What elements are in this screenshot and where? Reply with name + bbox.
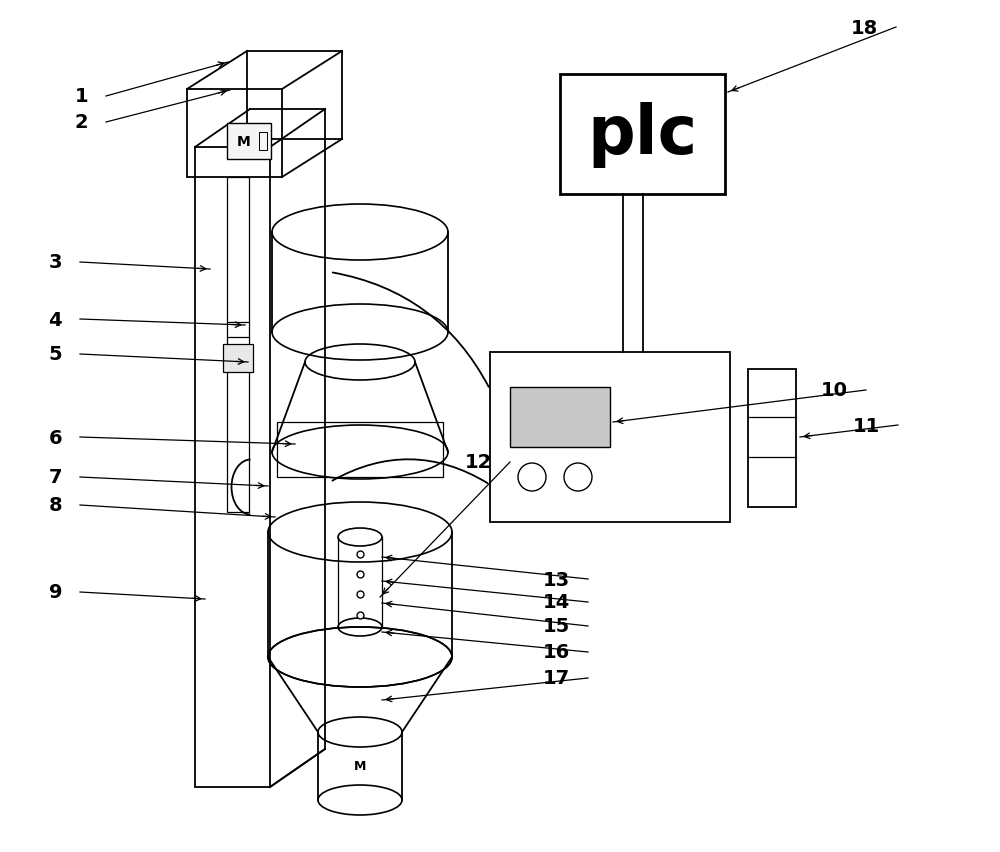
Text: 14: 14 <box>543 593 570 612</box>
Bar <box>560 75 725 195</box>
Text: 17: 17 <box>543 669 570 688</box>
Bar <box>277 423 443 477</box>
Text: 16: 16 <box>543 642 570 662</box>
Bar <box>259 133 267 151</box>
Bar <box>748 370 796 508</box>
Bar <box>226 178 248 512</box>
Text: 1: 1 <box>74 88 88 106</box>
Text: 4: 4 <box>48 310 62 329</box>
Text: M: M <box>354 760 366 773</box>
Text: 6: 6 <box>48 428 62 447</box>
Text: 7: 7 <box>48 468 62 487</box>
Text: plc: plc <box>587 102 698 168</box>
Bar <box>227 124 271 160</box>
Text: 13: 13 <box>543 570 570 589</box>
Text: M: M <box>237 135 251 149</box>
Text: 9: 9 <box>48 583 62 602</box>
Bar <box>510 388 610 447</box>
Bar <box>195 148 270 787</box>
Bar <box>490 353 730 522</box>
Text: 12: 12 <box>465 453 492 472</box>
Text: 15: 15 <box>543 617 570 636</box>
Bar <box>187 90 282 178</box>
Text: 5: 5 <box>48 345 62 364</box>
Text: 18: 18 <box>851 19 878 37</box>
Text: 11: 11 <box>853 416 880 435</box>
Text: 3: 3 <box>48 253 62 272</box>
Text: 10: 10 <box>821 381 848 400</box>
Text: 8: 8 <box>48 496 62 515</box>
Text: 2: 2 <box>74 113 88 132</box>
Bar <box>222 344 252 372</box>
